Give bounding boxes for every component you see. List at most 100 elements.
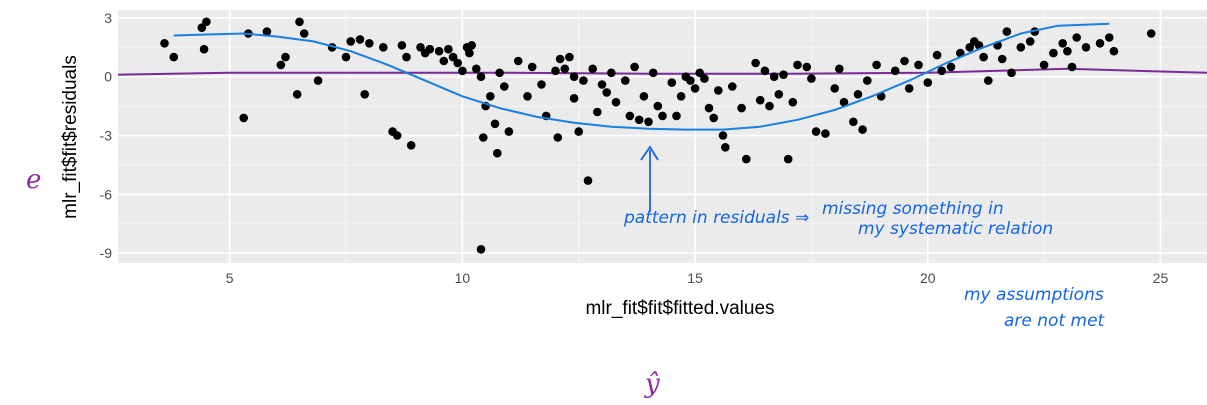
data-point <box>197 23 207 32</box>
data-point <box>276 60 286 70</box>
annotation-missing-1: missing something in <box>822 199 1004 219</box>
data-point <box>783 154 793 164</box>
data-point <box>807 74 816 83</box>
annotation-missing-2: my systematic relation <box>858 219 1053 239</box>
data-point <box>984 76 993 85</box>
data-point <box>937 66 946 76</box>
data-point <box>811 127 821 136</box>
data-point <box>1067 62 1077 72</box>
data-point <box>379 43 388 52</box>
data-point <box>672 111 681 121</box>
data-point <box>360 90 370 99</box>
data-point <box>555 54 565 64</box>
annotation-assumptions-2: are not met <box>1004 311 1106 331</box>
data-point <box>1105 33 1114 42</box>
data-point <box>611 97 621 107</box>
data-point <box>281 52 290 62</box>
data-point <box>1039 60 1049 70</box>
data-point <box>835 64 844 74</box>
data-point <box>439 56 449 66</box>
data-point <box>621 76 630 85</box>
data-point <box>1007 68 1016 78</box>
data-point <box>653 101 663 111</box>
data-point <box>537 80 546 89</box>
x-tick-labels: 5 10 15 20 25 <box>226 270 1169 286</box>
annotation-pattern: pattern in residuals ⇒ <box>623 208 809 228</box>
data-point <box>779 70 788 79</box>
data-point <box>574 127 583 136</box>
smooth-line <box>173 22 1110 131</box>
data-point <box>839 97 849 107</box>
y-tick-label: -6 <box>100 186 113 202</box>
data-point <box>625 111 635 121</box>
data-point <box>1002 27 1012 36</box>
data-point <box>513 56 523 66</box>
y-axis-title: mlr_fit$fit$residuals <box>60 55 81 219</box>
data-point <box>313 76 323 85</box>
data-point <box>504 127 514 136</box>
data-point <box>1025 37 1035 46</box>
annotation-yhat: ŷ <box>644 369 660 399</box>
data-point <box>239 113 248 123</box>
data-point <box>1016 43 1026 52</box>
data-point <box>465 48 474 58</box>
data-point <box>821 129 830 138</box>
annotation-arrow <box>640 145 659 212</box>
data-point <box>676 92 686 101</box>
data-point <box>583 176 593 185</box>
plot-panel <box>118 10 1207 263</box>
data-point <box>527 62 537 72</box>
data-point <box>742 154 751 164</box>
data-point <box>1072 33 1081 42</box>
gridlines <box>118 10 1207 263</box>
data-point <box>495 68 504 78</box>
data-point <box>1058 39 1067 48</box>
data-point <box>751 58 760 68</box>
data-point <box>709 113 718 123</box>
data-point <box>500 82 509 91</box>
data-point <box>199 44 209 54</box>
data-point <box>900 56 909 66</box>
data-point <box>979 52 988 62</box>
x-tick-label: 20 <box>920 270 936 286</box>
y-tick-label: 0 <box>104 69 112 85</box>
data-point <box>476 245 486 254</box>
data-point <box>551 66 560 76</box>
data-point <box>858 125 867 134</box>
data-point <box>565 52 574 62</box>
data-point <box>965 43 974 52</box>
annotation-e: e <box>26 165 41 195</box>
data-point <box>904 84 914 93</box>
data-point <box>714 86 723 95</box>
purple-line <box>117 67 1207 76</box>
data-point <box>755 95 765 105</box>
data-point <box>444 44 453 54</box>
data-point <box>769 72 779 81</box>
annotation-assumptions-1: my assumptions <box>964 285 1104 305</box>
data-point <box>553 133 563 142</box>
data-point <box>579 76 588 85</box>
data-point <box>872 60 881 70</box>
data-point <box>1095 39 1105 48</box>
data-point <box>365 39 374 48</box>
data-point <box>997 54 1007 64</box>
data-point <box>728 82 737 91</box>
data-point <box>569 72 579 81</box>
data-point <box>355 35 365 44</box>
data-point <box>416 43 425 52</box>
data-point <box>458 66 467 76</box>
x-tick-label: 5 <box>226 270 234 286</box>
data-point <box>602 88 611 97</box>
data-point <box>486 92 495 101</box>
data-point <box>397 41 407 50</box>
data-point <box>667 78 677 87</box>
scatter-points <box>160 17 1156 254</box>
data-point <box>765 101 774 111</box>
data-point <box>863 76 872 85</box>
data-point <box>946 62 956 72</box>
data-point <box>467 41 477 50</box>
y-tick-label: -3 <box>100 128 113 144</box>
data-point <box>830 84 839 93</box>
data-point <box>634 115 644 125</box>
